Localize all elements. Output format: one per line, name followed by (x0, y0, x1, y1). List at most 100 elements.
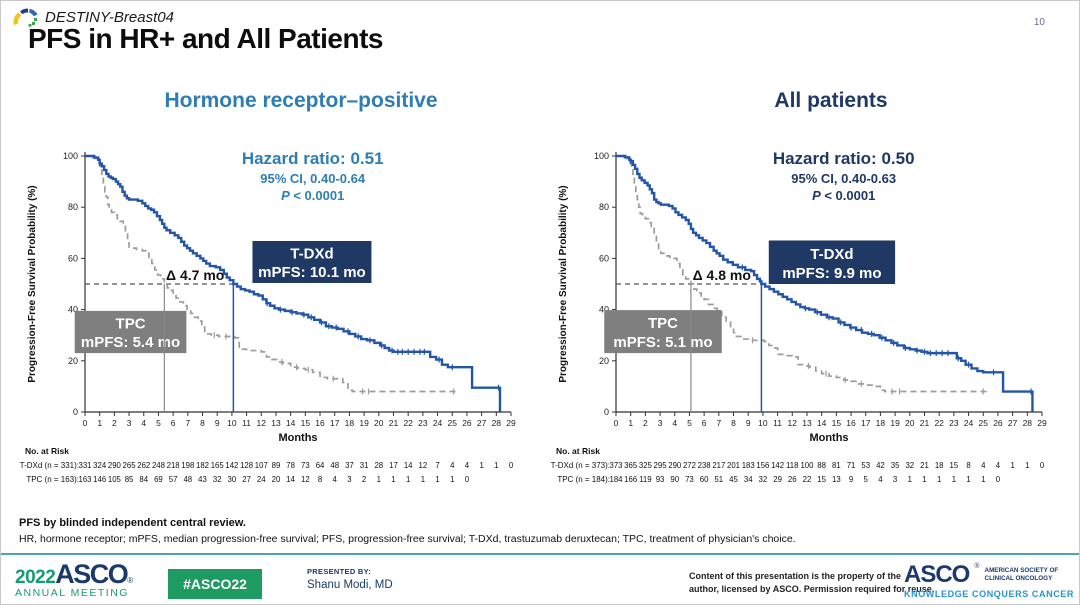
x-tick-label: 1 (97, 418, 102, 428)
risk-value: 32 (905, 461, 914, 470)
risk-value: 53 (861, 461, 870, 470)
risk-value: 1 (937, 475, 941, 484)
risk-value: 30 (228, 475, 237, 484)
risk-value: 1 (981, 475, 985, 484)
risk-value: 183 (742, 461, 755, 470)
x-tick-label: 10 (758, 418, 768, 428)
x-tick-label: 23 (949, 418, 959, 428)
p-value-text: P < 0.0001 (812, 188, 875, 203)
risk-value: 248 (152, 461, 165, 470)
risk-value: 2 (362, 475, 366, 484)
x-tick-label: 9 (746, 418, 751, 428)
x-tick-label: 19 (890, 418, 900, 428)
risk-value: 81 (832, 461, 841, 470)
risk-value: 31 (360, 461, 369, 470)
risk-value: 182 (196, 461, 209, 470)
risk-value: 9 (849, 475, 853, 484)
asco-society-name: AMERICAN SOCIETY OF CLINICAL ONCOLOGY (985, 567, 1059, 583)
x-tick-label: 28 (1023, 418, 1033, 428)
x-tick-label: 25 (979, 418, 989, 428)
km-curve-tpc (85, 155, 457, 393)
risk-value: 35 (891, 461, 900, 470)
risk-value: 166 (624, 475, 637, 484)
risk-value: 1 (406, 475, 410, 484)
x-tick-label: 19 (359, 418, 369, 428)
y-tick-label: 20 (68, 356, 78, 366)
x-tick-label: 21 (389, 418, 399, 428)
risk-value: 48 (183, 475, 192, 484)
delta-label: Δ 4.7 mo (166, 267, 224, 283)
x-tick-label: 11 (773, 418, 782, 428)
risk-value: 4 (878, 475, 883, 484)
risk-value: 1 (435, 475, 439, 484)
x-tick-label: 28 (492, 418, 502, 428)
risk-value: 42 (876, 461, 885, 470)
risk-value: 198 (181, 461, 194, 470)
x-tick-label: 20 (905, 418, 915, 428)
risk-value: 73 (301, 461, 310, 470)
risk-value: 93 (656, 475, 665, 484)
risk-value: 21 (920, 461, 929, 470)
registered-mark: ® (974, 563, 980, 570)
risk-value: 4 (465, 461, 470, 470)
risk-value: 4 (996, 461, 1001, 470)
y-tick-label: 80 (599, 202, 609, 212)
y-tick-label: 80 (68, 202, 78, 212)
x-tick-label: 7 (716, 418, 721, 428)
x-tick-label: 4 (141, 418, 146, 428)
risk-value: 12 (301, 475, 310, 484)
presented-by-label: PRESENTED BY: (307, 567, 372, 576)
risk-value: 1 (952, 475, 956, 484)
risk-value: 105 (108, 475, 122, 484)
risk-value: 60 (700, 475, 709, 484)
presenter-block: PRESENTED BY: Shanu Modi, MD (307, 567, 393, 591)
tdxd-label-box-line1: T-DXd (290, 246, 333, 263)
x-tick-label: 13 (802, 418, 812, 428)
x-tick-label: 2 (643, 418, 648, 428)
risk-value: 4 (981, 461, 986, 470)
tpc-label-box (74, 310, 187, 354)
x-tick-label: 11 (242, 418, 251, 428)
x-tick-label: 12 (788, 418, 798, 428)
risk-value: 1 (1025, 461, 1029, 470)
risk-value: 13 (832, 475, 841, 484)
risk-value: 324 (93, 461, 107, 470)
risk-value: 32 (213, 475, 222, 484)
risk-value: 32 (759, 475, 768, 484)
risk-value: 5 (864, 475, 869, 484)
x-tick-label: 15 (832, 418, 842, 428)
x-tick-label: 14 (817, 418, 827, 428)
risk-value: 156 (756, 461, 769, 470)
x-tick-label: 1 (628, 418, 633, 428)
risk-value: 165 (211, 461, 225, 470)
y-tick-label: 100 (594, 151, 609, 161)
risk-value: 14 (286, 475, 295, 484)
x-tick-label: 6 (702, 418, 707, 428)
page-number: 10 (1033, 17, 1045, 28)
x-tick-label: 23 (418, 418, 428, 428)
x-tick-label: 4 (672, 418, 677, 428)
risk-row-label: TPC (n = 163): (26, 475, 79, 484)
risk-row-label: T-DXd (n = 373): (551, 461, 610, 470)
x-tick-label: 6 (171, 418, 176, 428)
risk-value: 118 (786, 461, 798, 470)
risk-value: 22 (803, 475, 812, 484)
x-tick-label: 25 (448, 418, 458, 428)
chart-title-all-patients: All patients (774, 89, 888, 112)
risk-value: 265 (123, 461, 137, 470)
y-tick-label: 20 (599, 356, 609, 366)
tpc-label-box-line1: TPC (116, 316, 146, 333)
y-axis-label: Progression-Free Survival Probability (%… (558, 185, 569, 382)
x-tick-label: 5 (156, 418, 161, 428)
x-tick-label: 7 (185, 418, 190, 428)
risk-value: 142 (771, 461, 784, 470)
x-tick-label: 17 (330, 418, 340, 428)
permission-notice: Content of this presentation is the prop… (689, 570, 934, 595)
risk-value: 0 (1040, 461, 1045, 470)
y-tick-label: 0 (604, 407, 609, 417)
risk-value: 8 (318, 475, 322, 484)
x-tick-label: 14 (286, 418, 296, 428)
x-tick-label: 29 (1037, 418, 1047, 428)
confidence-interval-text: 95% CI, 0.40-0.64 (260, 171, 366, 186)
y-tick-label: 60 (599, 253, 609, 263)
